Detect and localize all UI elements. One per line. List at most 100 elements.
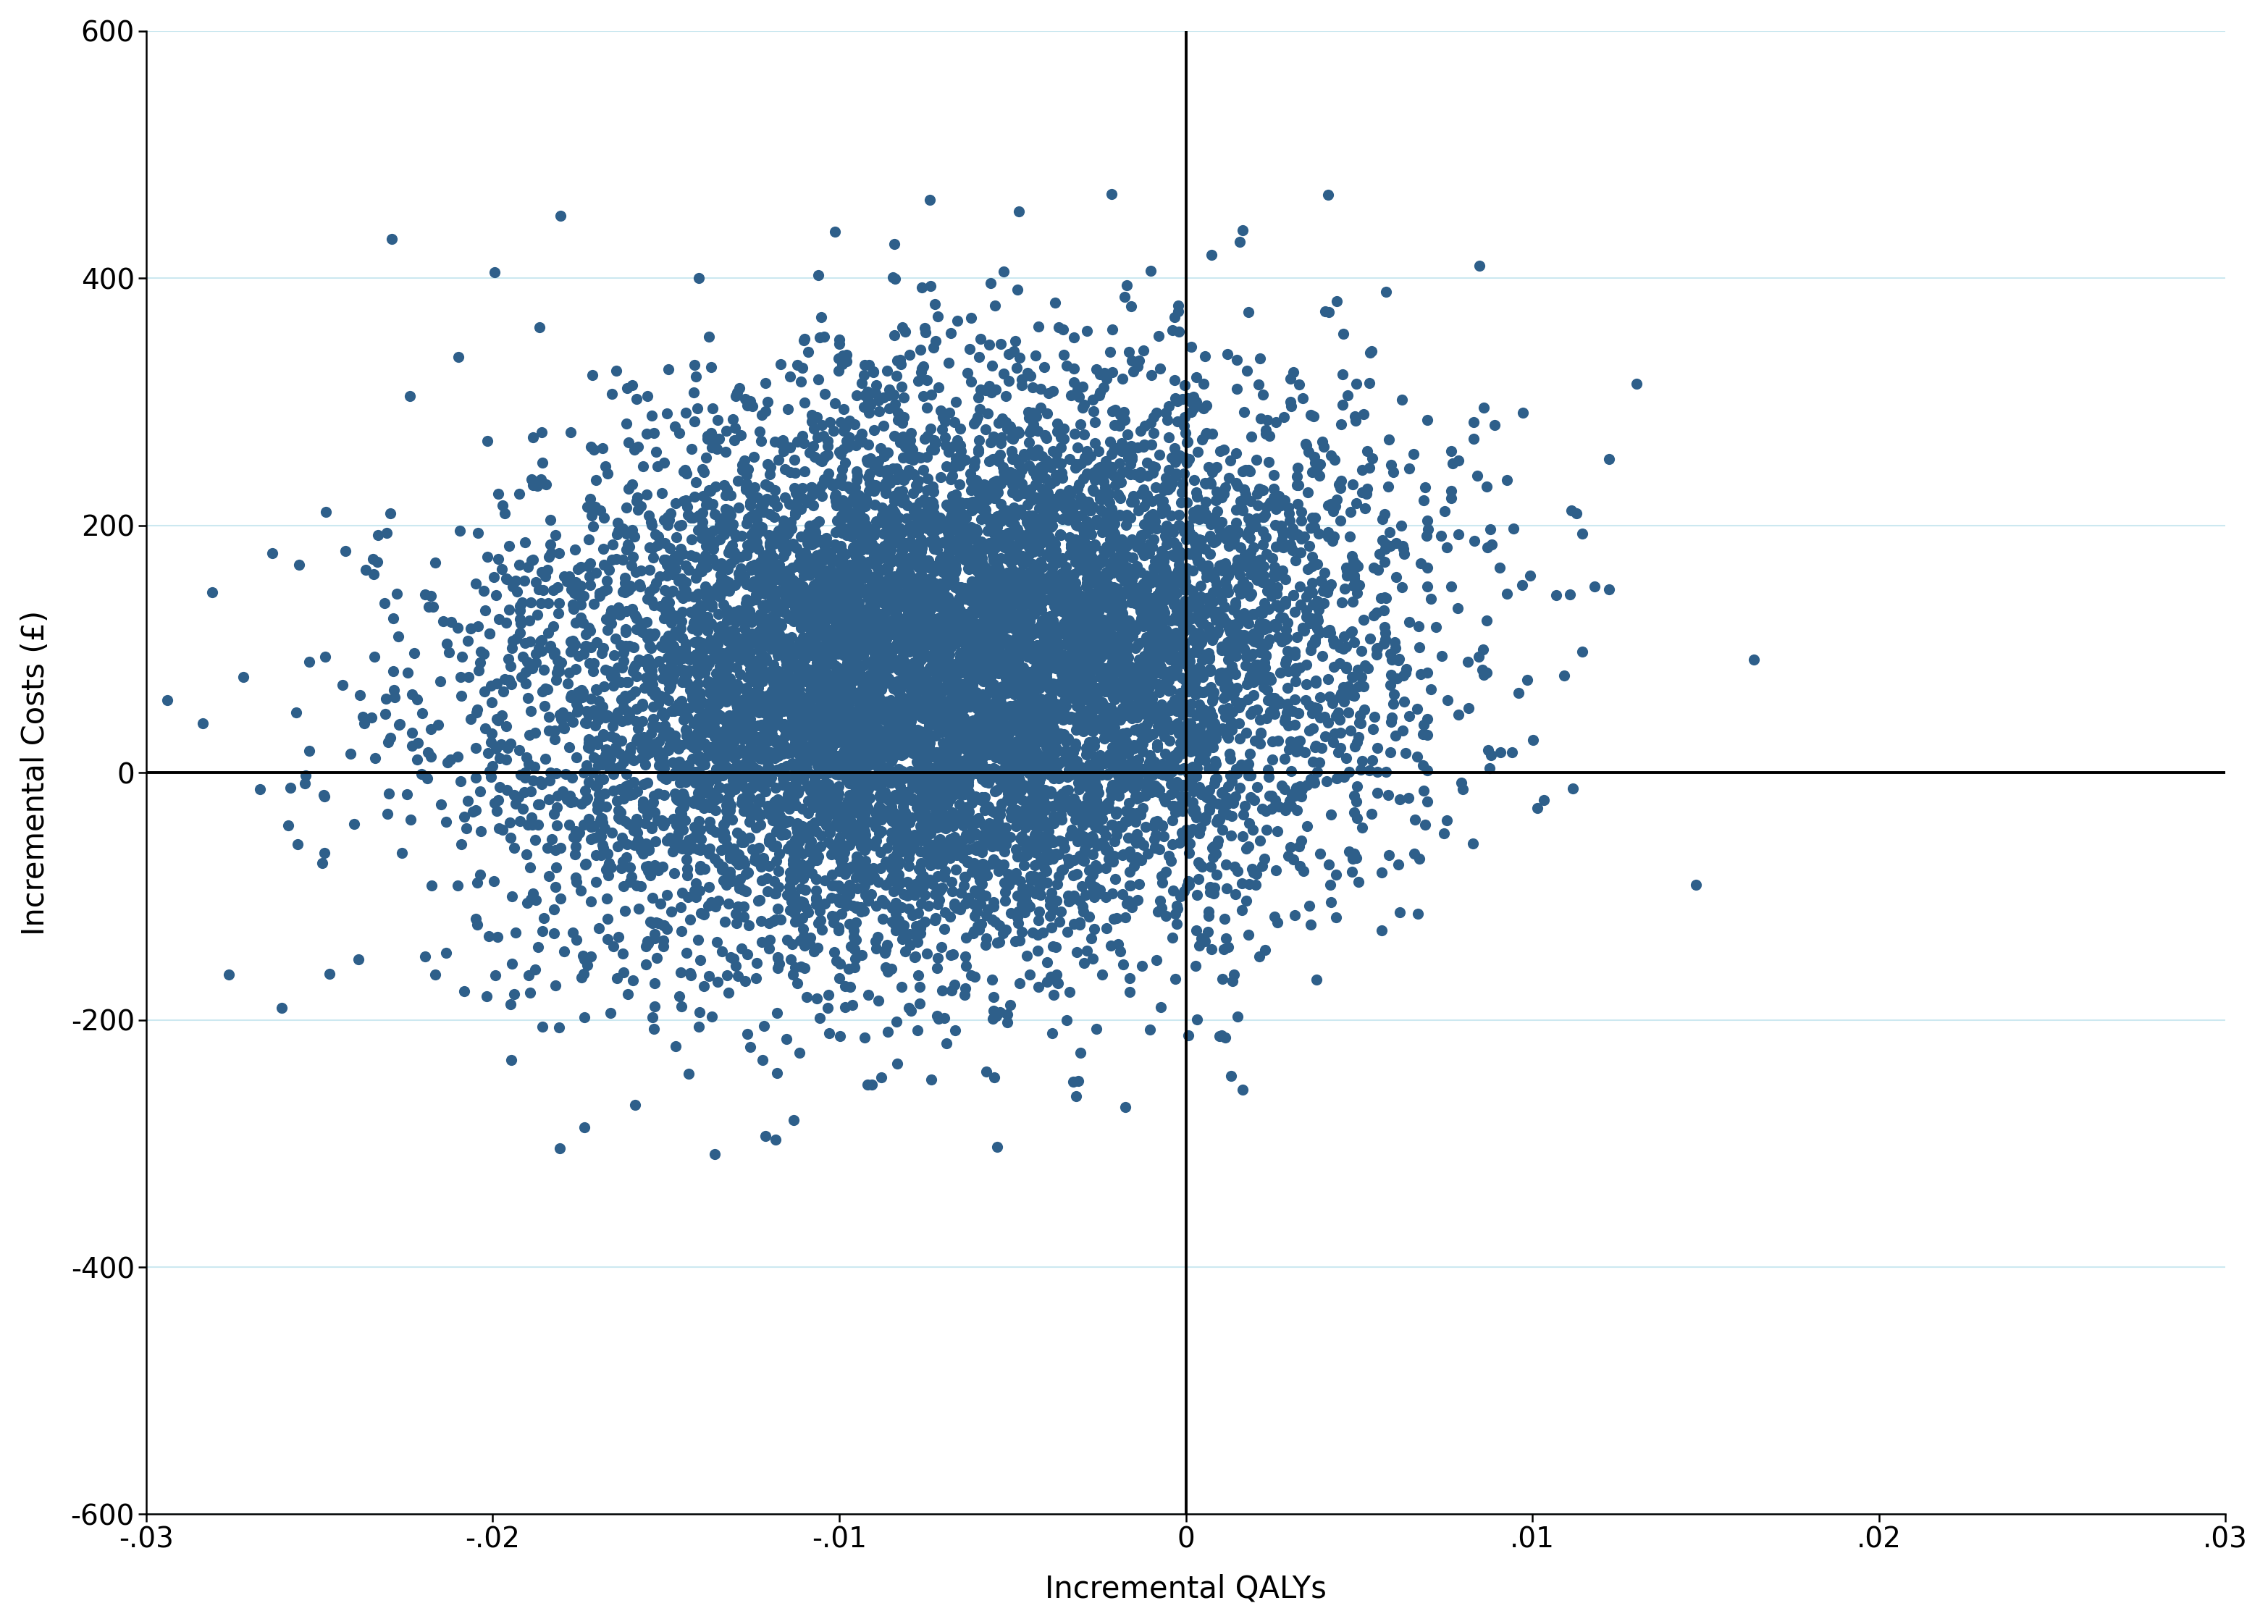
Point (744, 867, 780, 893)
Point (794, 482, 830, 508)
Point (474, 765, 510, 791)
Point (1075, 387, 1111, 412)
Point (685, 549, 721, 575)
Point (710, 578, 746, 604)
Point (1218, 760, 1254, 786)
Point (758, 604, 794, 630)
Point (1288, 651, 1325, 677)
Point (860, 648, 896, 674)
Point (973, 702, 1009, 728)
Point (1016, 755, 1052, 781)
Point (937, 575, 973, 601)
Point (941, 672, 978, 698)
Point (399, 685, 435, 711)
Point (1191, 645, 1227, 671)
Point (685, 658, 721, 684)
Point (968, 620, 1005, 646)
Point (968, 534, 1005, 560)
Point (853, 687, 889, 713)
Point (764, 713, 801, 739)
Point (719, 963, 755, 989)
Point (1256, 685, 1293, 711)
Point (501, 481, 538, 507)
Point (916, 575, 953, 601)
Point (975, 572, 1012, 598)
Point (844, 538, 880, 564)
Point (760, 859, 796, 885)
Point (996, 666, 1032, 692)
Point (497, 835, 533, 861)
Point (975, 741, 1012, 767)
Point (1456, 528, 1492, 554)
Point (792, 773, 828, 799)
Point (928, 432, 964, 458)
Point (1068, 447, 1105, 473)
Point (887, 593, 923, 619)
Point (1275, 781, 1311, 807)
Point (914, 698, 950, 724)
Point (1041, 750, 1077, 776)
Point (1046, 425, 1082, 451)
Point (789, 544, 826, 570)
Point (873, 507, 909, 533)
Point (905, 624, 941, 650)
Point (1302, 684, 1338, 710)
Point (1023, 802, 1059, 828)
Point (730, 456, 767, 482)
Point (980, 552, 1016, 578)
Point (844, 640, 880, 666)
Point (1105, 612, 1141, 638)
Point (946, 705, 982, 731)
Point (860, 641, 896, 667)
Point (1012, 752, 1048, 778)
Point (1057, 455, 1093, 481)
Point (937, 802, 973, 828)
Point (1034, 577, 1070, 603)
Point (921, 719, 957, 745)
Point (982, 331, 1018, 357)
Point (909, 617, 946, 643)
Point (710, 786, 746, 812)
Point (937, 390, 973, 416)
Point (680, 633, 717, 659)
Y-axis label: Incremental Costs (£): Incremental Costs (£) (20, 611, 50, 935)
Point (671, 906, 708, 932)
Point (975, 846, 1012, 872)
Point (778, 654, 814, 680)
Point (578, 702, 615, 728)
Point (903, 744, 939, 770)
Point (912, 513, 948, 539)
Point (714, 768, 751, 794)
Point (1059, 676, 1095, 702)
Point (900, 632, 937, 658)
Point (782, 669, 819, 695)
Point (710, 497, 746, 523)
Point (871, 382, 907, 408)
Point (980, 828, 1016, 854)
Point (667, 635, 703, 661)
Point (1098, 575, 1134, 601)
Point (891, 719, 928, 745)
Point (1023, 549, 1059, 575)
Point (1055, 818, 1091, 844)
Point (1070, 867, 1107, 893)
Point (928, 632, 964, 658)
Point (966, 619, 1002, 645)
Point (1116, 692, 1152, 718)
Point (787, 932, 823, 958)
Point (912, 708, 948, 734)
Point (1118, 716, 1154, 742)
Point (1125, 434, 1161, 460)
Point (1089, 507, 1125, 533)
Point (984, 827, 1021, 853)
Point (798, 588, 835, 614)
Point (1315, 690, 1352, 716)
Point (880, 607, 916, 633)
Point (1309, 666, 1345, 692)
Point (1109, 700, 1145, 726)
Point (1077, 551, 1114, 577)
Point (619, 387, 655, 412)
Point (939, 656, 975, 682)
Point (1021, 437, 1057, 463)
Point (1032, 471, 1068, 497)
